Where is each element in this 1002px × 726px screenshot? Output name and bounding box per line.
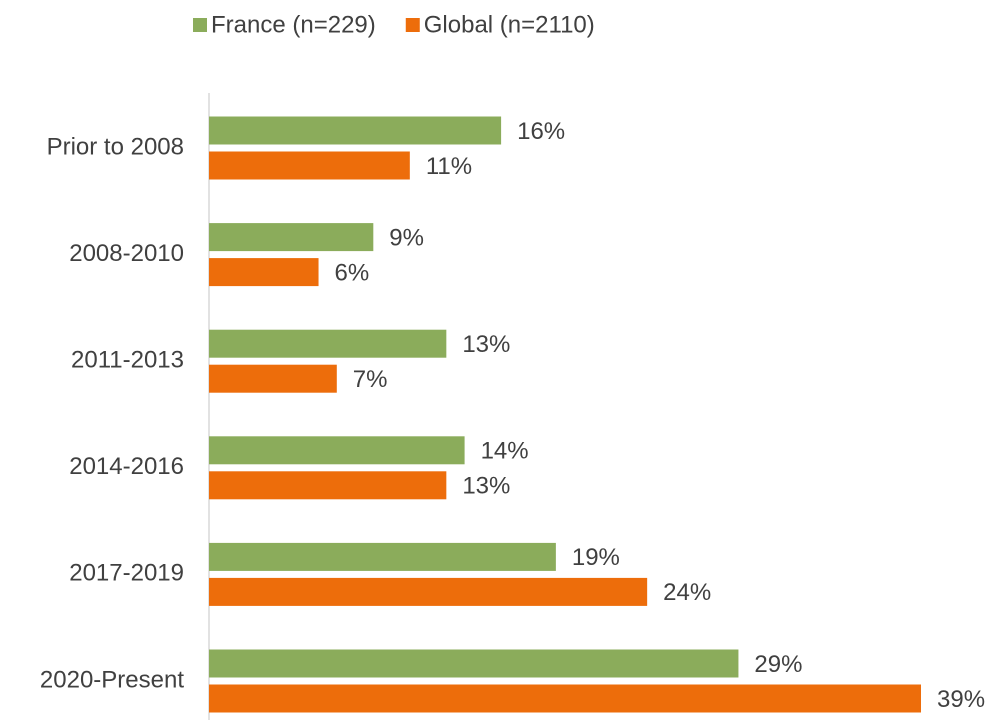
data-label: 13%: [462, 473, 510, 500]
bar: [209, 684, 921, 713]
data-label: 13%: [462, 331, 510, 358]
data-label: 9%: [389, 224, 424, 251]
data-label: 16%: [517, 118, 565, 145]
data-label: 39%: [937, 686, 985, 713]
bar: [209, 364, 337, 393]
bar: [209, 116, 502, 145]
bar: [209, 329, 447, 358]
category-label: 2020-Present: [40, 666, 184, 693]
data-label: 7%: [353, 366, 388, 393]
bar: [209, 542, 556, 571]
bar: [209, 577, 648, 606]
data-label: 24%: [663, 579, 711, 606]
category-label: 2014-2016: [69, 453, 184, 480]
bar: [209, 471, 447, 500]
legend-swatch: [405, 18, 420, 32]
bar: [209, 649, 739, 678]
bar: [209, 258, 319, 287]
legend-label: France (n=229): [211, 11, 376, 38]
legend-swatch: [193, 18, 207, 32]
category-label: 2017-2019: [69, 560, 184, 587]
data-label: 19%: [572, 544, 620, 571]
category-label: 2011-2013: [71, 347, 184, 374]
data-label: 6%: [335, 259, 370, 286]
data-label: 29%: [754, 651, 802, 678]
category-label: 2008-2010: [69, 240, 184, 267]
bar: [209, 436, 465, 465]
category-label: Prior to 2008: [47, 133, 184, 160]
bar: [209, 223, 374, 252]
data-label: 11%: [426, 153, 472, 180]
bar: [209, 151, 410, 180]
data-label: 14%: [481, 438, 529, 465]
legend-label: Global (n=2110): [424, 11, 595, 38]
